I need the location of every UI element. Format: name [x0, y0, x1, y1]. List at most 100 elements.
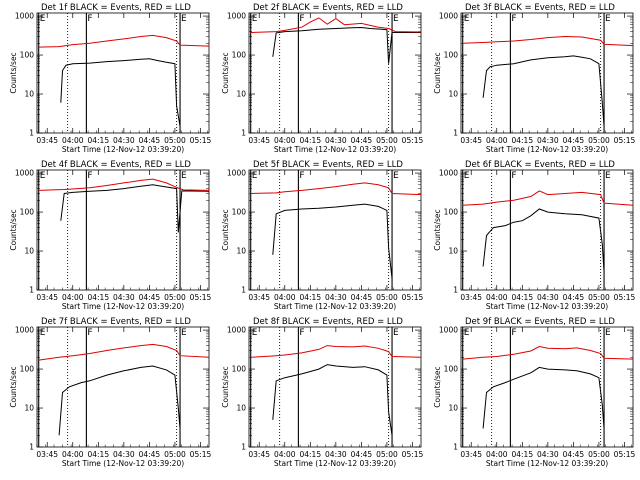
x-tick-label: 05:00 [376, 136, 398, 145]
plot-frame [36, 12, 210, 134]
time-marker-label: F [511, 328, 516, 338]
y-axis-label: Counts/sec [221, 366, 230, 407]
x-axis-label: Start Time (12-Nov-12 03:39:20) [486, 459, 608, 468]
x-tick-label: 04:45 [351, 293, 373, 302]
x-tick-label: 04:30 [537, 450, 559, 459]
x-tick-label: 04:45 [563, 136, 585, 145]
x-tick-label: 04:30 [113, 450, 135, 459]
y-tick-label: 100 [20, 365, 35, 374]
panel-title: Det 6f BLACK = Events, RED = LLD [465, 160, 615, 170]
y-tick-label: 10 [448, 404, 458, 413]
lld-series-line [462, 190, 634, 206]
y-tick-label: 10 [24, 90, 34, 99]
panel-6: Det 6f BLACK = Events, RED = LLD 1 10 100 10… [433, 160, 636, 311]
x-tick-label: 04:30 [325, 293, 347, 302]
panel-title: Det 4f BLACK = Events, RED = LLD [41, 160, 191, 170]
lld-series-line [38, 34, 210, 48]
time-marker-label: E [181, 14, 187, 24]
x-tick-label: 04:15 [87, 450, 109, 459]
x-tick-label: 05:00 [588, 293, 610, 302]
y-tick-label: 10 [448, 90, 458, 99]
y-axis-label: Counts/sec [221, 209, 230, 250]
y-tick-label: 10 [236, 404, 246, 413]
x-axis-label: Start Time (12-Nov-12 03:39:20) [62, 145, 184, 154]
events-series-line [482, 366, 605, 429]
panel-7: Det 7f BLACK = Events, RED = LLD 1 10 100 10… [9, 317, 212, 468]
y-axis-label: Counts/sec [9, 366, 18, 407]
time-marker-label: E [464, 14, 470, 24]
panel-3: Det 3f BLACK = Events, RED = LLD 1 10 100 10… [433, 3, 636, 154]
y-tick-label: 1 [241, 286, 246, 295]
x-tick-label: 03:45 [460, 136, 482, 145]
panel-title: Det 5f BLACK = Events, RED = LLD [253, 160, 403, 170]
y-axis-label: Counts/sec [221, 52, 230, 93]
lld-series-line [250, 345, 422, 358]
y-tick-label: 1000 [15, 326, 34, 335]
x-tick-label: 04:15 [87, 136, 109, 145]
time-marker-label: E [181, 328, 187, 338]
x-tick-label: 05:00 [164, 293, 186, 302]
time-marker-label: F [511, 171, 516, 181]
x-tick-label: 05:15 [614, 136, 636, 145]
y-axis-label: Counts/sec [433, 209, 442, 250]
x-tick-label: 04:30 [537, 136, 559, 145]
x-tick-label: 05:15 [190, 136, 212, 145]
x-tick-label: 03:45 [36, 136, 58, 145]
x-tick-label: 04:00 [62, 450, 84, 459]
time-marker-label: E [464, 328, 470, 338]
x-tick-label: 04:15 [511, 450, 533, 459]
y-tick-label: 10 [236, 90, 246, 99]
x-tick-label: 05:00 [588, 450, 610, 459]
plot-frame [460, 169, 634, 291]
x-tick-label: 04:00 [274, 450, 296, 459]
plot-frame [248, 12, 422, 134]
y-tick-label: 1 [453, 286, 458, 295]
y-tick-label: 100 [444, 208, 459, 217]
time-marker-label: E [252, 171, 258, 181]
x-tick-label: 04:00 [62, 136, 84, 145]
y-tick-label: 1000 [227, 12, 246, 21]
y-tick-label: 1000 [439, 12, 458, 21]
plot-frame [248, 326, 422, 448]
x-tick-label: 03:45 [248, 136, 270, 145]
time-marker-label: E [40, 14, 46, 24]
events-series-line [272, 364, 393, 436]
x-tick-label: 03:45 [248, 450, 270, 459]
time-marker-label: F [299, 328, 304, 338]
panel-8: Det 8f BLACK = Events, RED = LLD 1 10 100 10… [221, 317, 424, 468]
plot-frame [36, 326, 210, 448]
y-tick-label: 100 [444, 365, 459, 374]
x-tick-label: 04:00 [274, 293, 296, 302]
time-marker-label: F [299, 14, 304, 24]
x-tick-label: 03:45 [460, 293, 482, 302]
x-tick-label: 05:15 [402, 293, 424, 302]
x-tick-label: 05:15 [190, 293, 212, 302]
y-tick-label: 100 [444, 51, 459, 60]
x-tick-label: 03:45 [36, 293, 58, 302]
panel-5: Det 5f BLACK = Events, RED = LLD 1 10 100 10… [221, 160, 424, 311]
x-axis-label: Start Time (12-Nov-12 03:39:20) [274, 302, 396, 311]
x-tick-label: 04:45 [139, 136, 161, 145]
time-marker-label: F [299, 171, 304, 181]
y-tick-label: 1000 [439, 169, 458, 178]
x-tick-label: 04:45 [563, 450, 585, 459]
y-tick-label: 1 [29, 129, 34, 138]
lld-series-line [250, 17, 422, 33]
x-tick-label: 04:45 [139, 293, 161, 302]
y-tick-label: 10 [24, 404, 34, 413]
x-tick-label: 04:15 [299, 293, 321, 302]
time-marker-label: E [393, 328, 399, 338]
time-marker-label: E [464, 171, 470, 181]
plot-frame [460, 12, 634, 134]
x-axis-label: Start Time (12-Nov-12 03:39:20) [486, 302, 608, 311]
y-tick-label: 1 [29, 286, 34, 295]
y-tick-label: 100 [20, 51, 35, 60]
x-tick-label: 04:30 [113, 293, 135, 302]
time-marker-label: E [181, 171, 187, 181]
y-tick-label: 1 [453, 129, 458, 138]
time-marker-label: E [605, 328, 611, 338]
time-marker-label: E [605, 14, 611, 24]
y-tick-label: 1000 [15, 169, 34, 178]
events-series-line [482, 55, 605, 127]
